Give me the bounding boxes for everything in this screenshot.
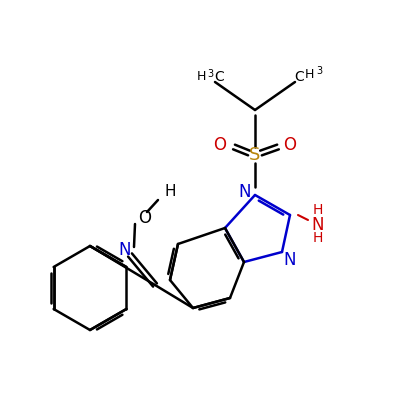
Text: H: H xyxy=(313,231,323,245)
Text: N: N xyxy=(239,183,251,201)
Text: N: N xyxy=(312,216,324,234)
Text: H: H xyxy=(196,70,206,84)
Text: N: N xyxy=(284,251,296,269)
Text: O: O xyxy=(214,136,226,154)
Text: O: O xyxy=(284,136,296,154)
Text: 3: 3 xyxy=(316,66,322,76)
Text: 3: 3 xyxy=(207,69,213,79)
Text: N: N xyxy=(119,241,131,259)
Text: S: S xyxy=(249,146,261,164)
Text: H: H xyxy=(164,184,176,200)
Text: H: H xyxy=(304,68,314,80)
Text: H: H xyxy=(313,203,323,217)
Text: C: C xyxy=(294,70,304,84)
Text: C: C xyxy=(214,70,224,84)
Text: O: O xyxy=(138,209,152,227)
